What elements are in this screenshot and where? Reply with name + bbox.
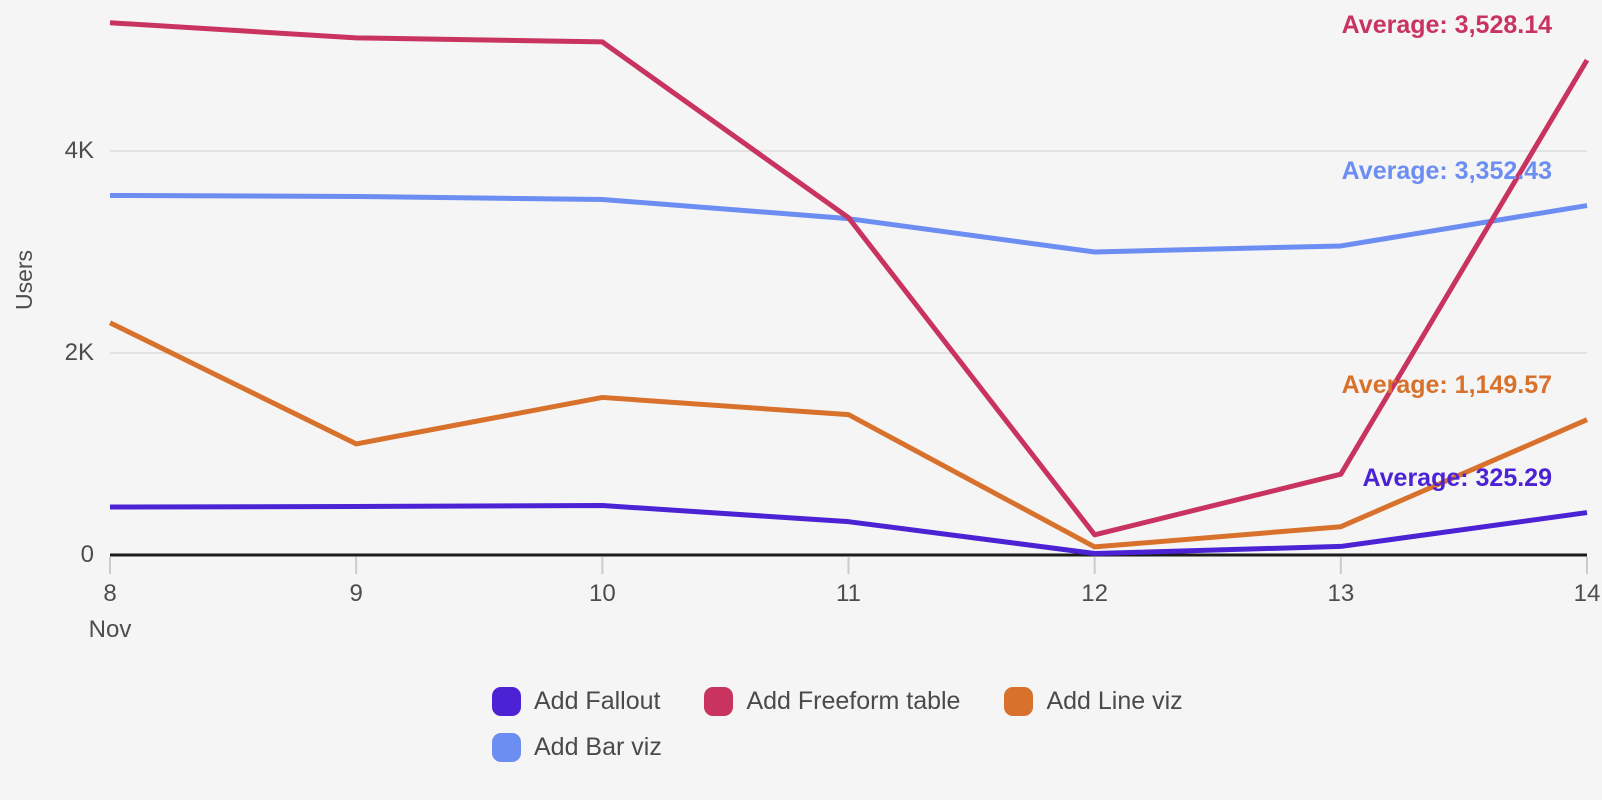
legend-item-add-freeform-table[interactable]: Add Freeform table: [704, 687, 960, 716]
average-label-add-bar-viz: Average: 3,352.43: [1341, 156, 1552, 185]
legend-label: Add Bar viz: [534, 733, 662, 761]
average-label-add-freeform-table: Average: 3,528.14: [1341, 11, 1552, 40]
y-tick-label-0: 0: [80, 541, 94, 568]
chart-legend: Add Fallout Add Freeform table Add Line vi…: [492, 687, 1183, 762]
y-tick-label-4K: 4K: [64, 137, 94, 164]
x-month-label: Nov: [88, 616, 132, 643]
y-tick-label-2K: 2K: [64, 339, 94, 366]
x-tick-label-13: 13: [1327, 580, 1355, 607]
legend-swatch-icon: [492, 733, 521, 762]
legend-label: Add Line viz: [1046, 687, 1183, 715]
legend-label: Add Fallout: [534, 687, 661, 715]
x-tick-label-8: 8: [103, 580, 117, 607]
legend-swatch-icon: [492, 687, 521, 716]
legend-label: Add Freeform table: [746, 687, 961, 715]
x-tick-label-10: 10: [588, 580, 616, 607]
x-tick-label-12: 12: [1081, 580, 1108, 607]
legend-swatch-icon: [1004, 687, 1034, 716]
average-label-add-line-viz: Average: 1,149.57: [1341, 370, 1552, 399]
legend-row: Add Bar viz: [492, 733, 1183, 762]
legend-item-add-line-viz[interactable]: Add Line viz: [1004, 687, 1183, 716]
legend-row: Add Fallout Add Freeform table Add Line vi…: [492, 687, 1183, 716]
legend-swatch-icon: [704, 687, 734, 716]
series-line-add-line-viz[interactable]: [108, 320, 1588, 550]
average-label-add-fallout: Average: 325.29: [1362, 463, 1552, 492]
x-tick-label-9: 9: [349, 580, 363, 607]
series-line-add-freeform-table[interactable]: [109, 20, 1590, 538]
legend-item-add-fallout[interactable]: Add Fallout: [492, 687, 660, 716]
x-tick-label-14: 14: [1573, 580, 1601, 607]
x-tick-label-11: 11: [836, 580, 861, 607]
series-line-add-bar-viz[interactable]: [109, 192, 1588, 255]
series-line-add-fallout[interactable]: [109, 503, 1588, 556]
legend-item-add-bar-viz[interactable]: Add Bar viz: [492, 733, 662, 762]
